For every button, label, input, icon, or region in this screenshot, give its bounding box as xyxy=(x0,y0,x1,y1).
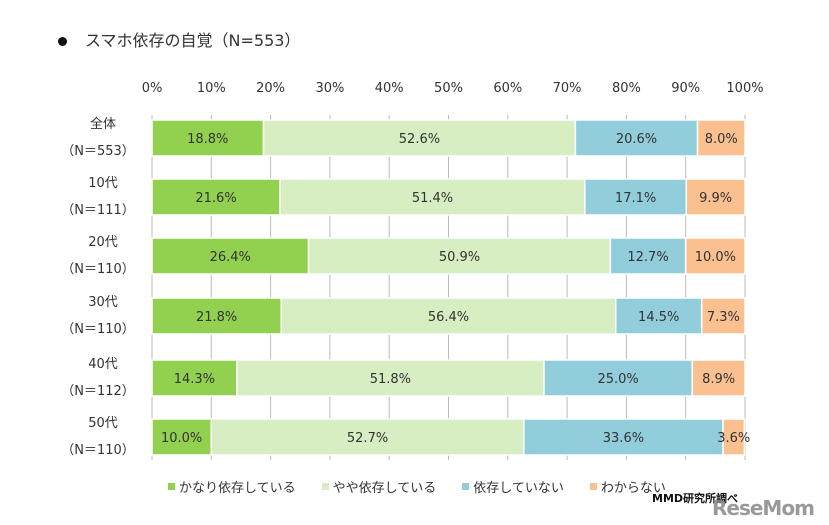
legend-item: かなり依存している xyxy=(168,477,296,496)
logo: ReseMom xyxy=(712,496,815,520)
bar-segment xyxy=(609,237,687,275)
bar-segment xyxy=(151,297,283,335)
legend-swatch-icon xyxy=(462,483,470,490)
bar-segment xyxy=(262,119,577,157)
bar-segment xyxy=(685,178,746,216)
data-label: 51.8% xyxy=(370,372,411,387)
x-tick-label: 100% xyxy=(726,81,763,96)
data-label: 20.6% xyxy=(616,132,657,147)
data-label: 10.0% xyxy=(161,431,202,446)
data-label: 14.3% xyxy=(174,372,215,387)
legend-swatch-icon xyxy=(589,483,597,490)
source-note: MMD研究所調べ xyxy=(652,492,739,505)
data-label: 52.6% xyxy=(399,132,440,147)
bar-segment xyxy=(584,178,688,216)
legend-swatch-icon xyxy=(168,483,175,490)
bar-segment xyxy=(574,119,699,157)
data-label: 12.7% xyxy=(627,250,668,265)
category-label: 50代 xyxy=(88,416,118,431)
category-n-label: （N＝553） xyxy=(61,144,135,159)
category-label: 全体 xyxy=(90,116,116,132)
x-tick-label: 40% xyxy=(375,81,404,96)
bar-segment xyxy=(279,178,586,216)
x-tick-label: 30% xyxy=(315,81,344,96)
legend-label: 依存していない xyxy=(473,481,564,496)
data-label: 10.0% xyxy=(695,250,736,265)
data-label: 26.4% xyxy=(210,250,251,265)
category-label: 10代 xyxy=(88,176,118,191)
x-tick-label: 20% xyxy=(256,81,285,96)
category-n-label: （N＝110） xyxy=(61,443,135,458)
bullet-icon xyxy=(58,37,67,46)
title-text: スマホ依存の自覚（N=553） xyxy=(85,31,301,50)
data-label: 9.9% xyxy=(699,191,732,206)
data-label: 8.9% xyxy=(702,372,735,387)
legend-label: わからない xyxy=(600,481,666,496)
legend-label: やや依存している xyxy=(332,481,437,496)
legend-item: 依存していない xyxy=(462,477,564,496)
category-label: 20代 xyxy=(88,235,118,250)
legend: かなり依存している やや依存している 依存していない わからない xyxy=(168,477,666,496)
x-tick-label: 80% xyxy=(612,81,641,96)
data-label: 7.3% xyxy=(707,310,740,325)
data-label: 33.6% xyxy=(603,431,644,446)
data-label: 18.8% xyxy=(187,132,228,147)
data-label: 52.7% xyxy=(347,431,388,446)
category-n-label: （N＝110） xyxy=(61,322,135,337)
x-tick-label: 50% xyxy=(434,81,463,96)
x-tick-label: 10% xyxy=(197,81,226,96)
bar-segment xyxy=(684,237,746,275)
x-tick-label: 70% xyxy=(553,81,582,96)
bar-segment xyxy=(210,418,525,456)
x-tick-label: 90% xyxy=(671,81,700,96)
bar-segment xyxy=(236,359,545,397)
x-tick-label: 60% xyxy=(493,81,522,96)
bar-segment xyxy=(151,359,238,397)
category-n-label: （N＝111） xyxy=(61,203,135,218)
data-label: 21.6% xyxy=(195,191,236,206)
bar-segment xyxy=(543,359,693,397)
data-label: 51.4% xyxy=(412,191,453,206)
bar-segment xyxy=(151,178,281,216)
bar-segment xyxy=(722,418,746,456)
category-n-label: （N＝112） xyxy=(61,384,135,399)
chart-title: スマホ依存の自覚（N=553） xyxy=(58,27,300,51)
bar-segment xyxy=(307,237,612,275)
data-label: 21.8% xyxy=(196,310,237,325)
legend-item: やや依存している xyxy=(321,477,437,496)
data-label: 56.4% xyxy=(428,310,469,325)
legend-swatch-icon xyxy=(321,483,329,490)
legend-item: わからない xyxy=(589,477,666,496)
x-tick-label: 0% xyxy=(142,81,163,96)
data-label: 50.9% xyxy=(439,250,480,265)
bar-segment xyxy=(151,237,310,275)
category-label: 40代 xyxy=(88,357,118,372)
data-label: 17.1% xyxy=(615,191,656,206)
category-label: 30代 xyxy=(88,295,118,310)
bar-segment xyxy=(691,359,746,397)
category-n-label: （N＝110） xyxy=(61,262,135,277)
bar-segment xyxy=(280,297,617,335)
data-label: 25.0% xyxy=(597,372,638,387)
data-label: 8.0% xyxy=(705,132,738,147)
bar-segment xyxy=(700,297,746,335)
legend-label: かなり依存している xyxy=(179,481,296,496)
data-label: 14.5% xyxy=(638,310,679,325)
bar-segment xyxy=(696,119,746,157)
data-label: 3.6% xyxy=(717,431,750,446)
bar-segment xyxy=(614,297,703,335)
